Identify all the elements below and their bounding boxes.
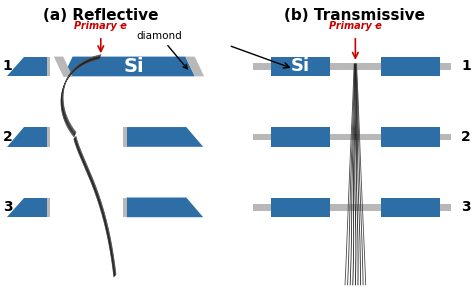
Bar: [271, 127, 330, 147]
Polygon shape: [7, 127, 47, 147]
Bar: [271, 198, 330, 217]
Bar: [254, 133, 451, 140]
Text: 3: 3: [3, 200, 13, 214]
Text: (a) Reflective: (a) Reflective: [43, 8, 158, 23]
Text: Si: Si: [123, 57, 144, 76]
Bar: [254, 63, 451, 70]
Text: (b) Transmissive: (b) Transmissive: [284, 8, 425, 23]
Polygon shape: [127, 198, 203, 217]
Bar: [254, 204, 451, 211]
Text: Primary e: Primary e: [74, 21, 127, 31]
Polygon shape: [127, 127, 203, 147]
Polygon shape: [123, 127, 127, 147]
Polygon shape: [123, 198, 127, 217]
Polygon shape: [47, 198, 50, 217]
Bar: [382, 198, 440, 217]
Bar: [382, 127, 440, 147]
Text: 1: 1: [3, 59, 13, 73]
Text: ⁻: ⁻: [373, 22, 378, 31]
Polygon shape: [7, 198, 47, 217]
Polygon shape: [54, 56, 73, 76]
Bar: [271, 56, 330, 76]
Bar: [382, 56, 440, 76]
Text: 1: 1: [461, 59, 471, 73]
Text: 2: 2: [3, 130, 13, 144]
Polygon shape: [47, 127, 50, 147]
Text: ⁻: ⁻: [118, 22, 123, 31]
Polygon shape: [185, 56, 204, 76]
Text: 2: 2: [461, 130, 471, 144]
Polygon shape: [63, 56, 195, 76]
Polygon shape: [47, 56, 50, 76]
Text: 3: 3: [461, 200, 471, 214]
Text: Primary e: Primary e: [329, 21, 382, 31]
Text: diamond: diamond: [137, 31, 187, 69]
Text: Si: Si: [291, 57, 310, 76]
Polygon shape: [7, 56, 47, 76]
